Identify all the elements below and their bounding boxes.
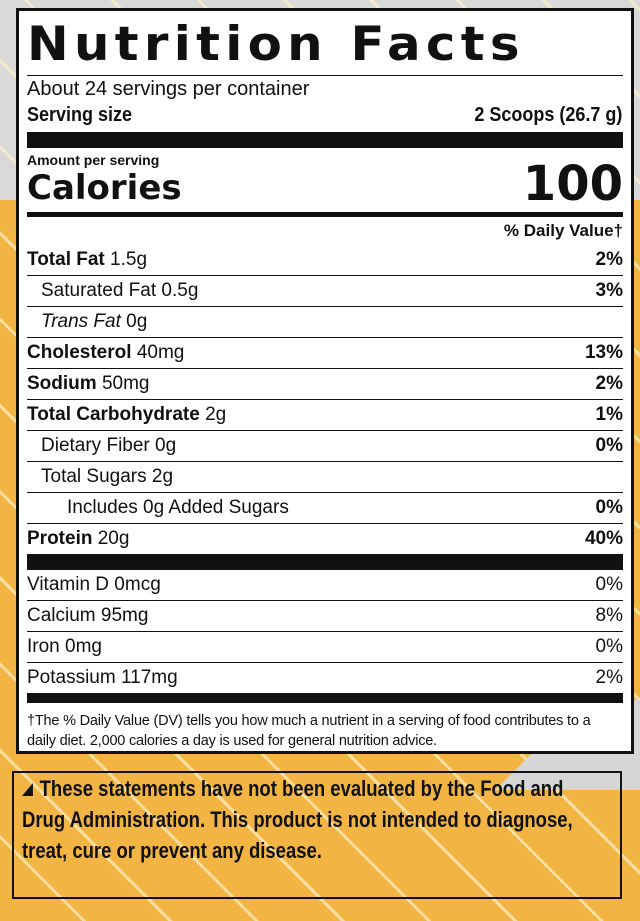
nutrient-amount: 2g	[151, 466, 174, 487]
vitamin-amount: 0mg	[65, 636, 102, 657]
vitamin-row: Calcium 95mg 8%	[27, 600, 623, 631]
vitamin-name: Potassium	[27, 667, 116, 688]
vitamin-daily-value: 0%	[595, 574, 623, 595]
nutrient-amount: 0g	[155, 435, 177, 456]
nutrient-name-amount: Total Carbohydrate 2g	[27, 400, 226, 430]
nutrient-row: Total Sugars 2g	[27, 461, 623, 492]
disclaimer-box: These statements have not been evaluated…	[12, 771, 622, 899]
nutrient-name: Total Sugars	[41, 466, 147, 487]
label-title: Nutrition Facts	[27, 17, 525, 72]
nutrient-name-amount: Total Fat 1.5g	[27, 245, 147, 275]
vitamin-list: Vitamin D 0mcg 0% Calcium 95mg 8% Iron 0mg 0%…	[27, 570, 623, 693]
vitamin-row: Vitamin D 0mcg 0%	[27, 570, 623, 600]
nutrition-facts-label: Nutrition Facts About 24 servings per co…	[16, 8, 634, 754]
vitamin-name: Iron	[27, 636, 60, 657]
calories-label: Calories	[27, 168, 182, 208]
nutrient-daily-value: 2%	[595, 373, 623, 394]
nutrient-amount: 1.5g	[110, 249, 148, 270]
vitamin-name-amount: Potassium 117mg	[27, 663, 178, 693]
serving-size-value: 2 Scoops (26.7 g)	[474, 104, 623, 126]
vitamin-row: Iron 0mg 0%	[27, 631, 623, 662]
nutrient-name: Total Fat	[27, 249, 105, 270]
nutrient-daily-value: 40%	[584, 528, 623, 549]
vitamin-row: Potassium 117mg 2%	[27, 662, 623, 693]
nutrient-row: Trans Fat 0g	[27, 306, 623, 337]
nutrient-amount: 40mg	[136, 342, 185, 363]
nutrient-name: Protein	[27, 528, 93, 549]
servings-per-container: About 24 servings per container	[27, 78, 310, 100]
nutrient-daily-value: 1%	[595, 404, 623, 425]
vitamin-name-amount: Vitamin D 0mcg	[27, 570, 161, 600]
vitamin-daily-value: 0%	[595, 636, 623, 657]
thick-divider	[27, 554, 623, 570]
nutrient-name: Trans Fat	[41, 311, 121, 332]
nutrient-name: Includes 0g Added Sugars	[67, 497, 289, 518]
nutrient-amount: 50mg	[101, 373, 150, 394]
nutrient-daily-value: 2%	[595, 249, 623, 270]
divider	[27, 75, 623, 76]
nutrient-row: Protein 20g 40%	[27, 523, 623, 554]
nutrient-name-amount: Trans Fat 0g	[27, 307, 147, 337]
vitamin-amount: 117mg	[120, 667, 178, 688]
nutrient-row: Sodium 50mg 2%	[27, 368, 623, 399]
nutrient-row: Total Fat 1.5g 2%	[27, 245, 623, 275]
nutrient-daily-value: 0%	[595, 497, 623, 518]
vitamin-daily-value: 2%	[595, 667, 623, 688]
nutrient-name-amount: Dietary Fiber 0g	[27, 431, 176, 461]
calories-value: 100	[522, 156, 623, 212]
nutrient-amount: 0.5g	[161, 280, 199, 301]
medium-divider	[27, 212, 623, 217]
footnote: †The % Daily Value (DV) tells you how mu…	[27, 713, 591, 749]
nutrient-row: Dietary Fiber 0g 0%	[27, 430, 623, 461]
vitamin-name: Vitamin D	[27, 574, 110, 595]
nutrient-name-amount: Protein 20g	[27, 524, 129, 554]
calories-row: Calories 100	[27, 160, 623, 208]
vitamin-daily-value: 8%	[595, 605, 623, 626]
nutrient-daily-value: 13%	[584, 342, 623, 363]
nutrient-name-amount: Saturated Fat 0.5g	[27, 276, 198, 306]
nutrient-amount: 0g	[126, 311, 148, 332]
nutrient-name: Cholesterol	[27, 342, 132, 363]
thick-divider	[27, 132, 623, 148]
thick-divider	[27, 693, 623, 703]
nutrient-name-amount: Cholesterol 40mg	[27, 338, 184, 368]
serving-size-label: Serving size	[27, 104, 133, 126]
nutrient-daily-value: 0%	[595, 435, 623, 456]
nutrient-name: Saturated Fat	[41, 280, 157, 301]
vitamin-amount: 0mcg	[114, 574, 161, 595]
serving-size: Serving size 2 Scoops (26.7 g)	[27, 102, 622, 128]
nutrient-name-amount: Total Sugars 2g	[27, 462, 173, 492]
nutrient-row: Cholesterol 40mg 13%	[27, 337, 623, 368]
daily-value-header: % Daily Value†	[503, 221, 623, 240]
vitamin-name-amount: Iron 0mg	[27, 632, 102, 662]
nutrient-amount: 20g	[97, 528, 130, 549]
nutrient-name-amount: Includes 0g Added Sugars	[27, 493, 289, 523]
nutrient-name: Sodium	[27, 373, 97, 394]
nutrient-row: Total Carbohydrate 2g 1%	[27, 399, 623, 430]
nutrient-name: Total Carbohydrate	[27, 404, 200, 425]
amount-per-serving: Amount per serving	[27, 152, 160, 168]
nutrient-amount: 2g	[205, 404, 227, 425]
vitamin-amount: 95mg	[100, 605, 149, 626]
disclaimer-text: These statements have not been evaluated…	[22, 776, 573, 863]
nutrient-row: Includes 0g Added Sugars 0%	[27, 492, 623, 523]
vitamin-name: Calcium	[27, 605, 96, 626]
nutrient-name: Dietary Fiber	[41, 435, 150, 456]
nutrient-row: Saturated Fat 0.5g 3%	[27, 275, 623, 306]
nutrient-list: Total Fat 1.5g 2% Saturated Fat 0.5g 3% Tran…	[27, 245, 623, 554]
triangle-icon	[22, 783, 33, 796]
nutrient-name-amount: Sodium 50mg	[27, 369, 149, 399]
vitamin-name-amount: Calcium 95mg	[27, 601, 148, 631]
nutrient-daily-value: 3%	[595, 280, 623, 301]
